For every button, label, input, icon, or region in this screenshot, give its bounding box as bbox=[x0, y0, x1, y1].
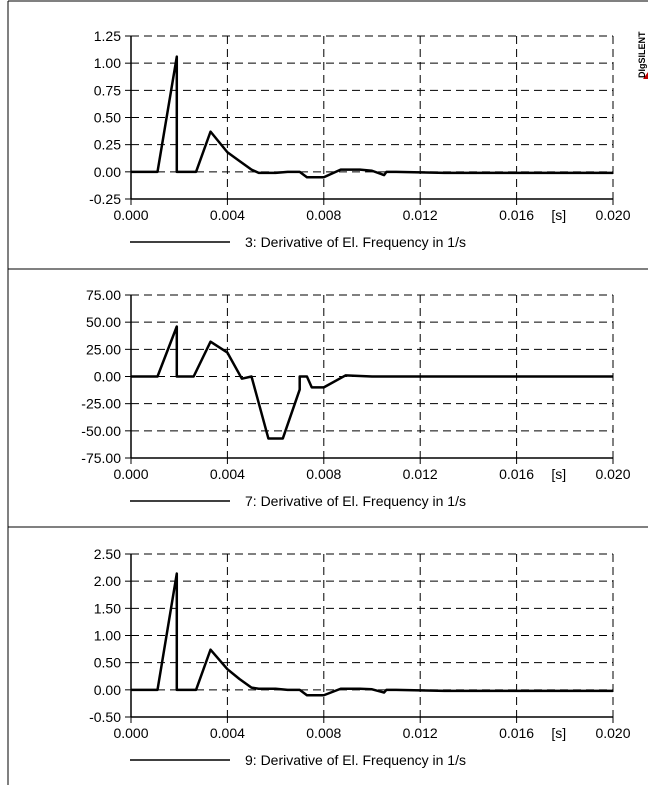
y-tick-label: 25.00 bbox=[86, 341, 121, 357]
x-tick-label: 0.012 bbox=[403, 725, 438, 741]
x-tick-label: 0.008 bbox=[306, 725, 341, 741]
y-tick-label: 0.00 bbox=[94, 164, 121, 180]
y-tick-label: 50.00 bbox=[86, 314, 121, 330]
brand-logo-mark bbox=[643, 72, 648, 79]
x-tick-label: 0.016 bbox=[499, 466, 534, 482]
x-tick-label: 0.008 bbox=[306, 466, 341, 482]
x-tick-label: 0.012 bbox=[403, 466, 438, 482]
x-tick-label: 0.000 bbox=[113, 725, 148, 741]
x-unit-label: [s] bbox=[551, 725, 566, 741]
y-tick-label: 75.00 bbox=[86, 287, 121, 303]
legend-label: 9: Derivative of El. Frequency in 1/s bbox=[245, 752, 466, 768]
y-tick-label: 0.25 bbox=[94, 137, 121, 153]
y-tick-label: 0.00 bbox=[94, 369, 121, 385]
brand-logo: DIgSILENT bbox=[637, 31, 648, 79]
x-tick-label: 0.004 bbox=[210, 725, 245, 741]
y-tick-label: 0.50 bbox=[94, 655, 121, 671]
x-tick-label: 0.020 bbox=[595, 725, 630, 741]
x-unit-label: [s] bbox=[551, 207, 566, 223]
x-tick-label: 0.008 bbox=[306, 207, 341, 223]
x-tick-label: 0.016 bbox=[499, 725, 534, 741]
x-tick-label: 0.004 bbox=[210, 466, 245, 482]
x-tick-label: 0.004 bbox=[210, 207, 245, 223]
series-line bbox=[131, 325, 613, 440]
chart-panel-2: 75.0050.0025.000.00-25.00-50.00-75.000.0… bbox=[81, 287, 630, 509]
y-tick-label: 0.50 bbox=[94, 110, 121, 126]
x-tick-label: 0.000 bbox=[113, 207, 148, 223]
y-tick-label: 0.00 bbox=[94, 682, 121, 698]
y-tick-label: -25.00 bbox=[81, 396, 121, 412]
y-tick-label: -0.50 bbox=[89, 709, 121, 725]
series-line bbox=[131, 572, 613, 697]
x-tick-label: 0.020 bbox=[595, 207, 630, 223]
y-tick-label: -0.25 bbox=[89, 191, 121, 207]
x-tick-label: 0.012 bbox=[403, 207, 438, 223]
y-tick-label: 1.00 bbox=[94, 55, 121, 71]
x-tick-label: 0.000 bbox=[113, 466, 148, 482]
x-unit-label: [s] bbox=[551, 466, 566, 482]
y-tick-label: -75.00 bbox=[81, 450, 121, 466]
legend-label: 3: Derivative of El. Frequency in 1/s bbox=[245, 234, 466, 250]
y-tick-label: -50.00 bbox=[81, 423, 121, 439]
x-tick-label: 0.020 bbox=[595, 466, 630, 482]
legend-label: 7: Derivative of El. Frequency in 1/s bbox=[245, 493, 466, 509]
brand-logo-text: DIgSILENT bbox=[637, 31, 647, 78]
y-tick-label: 1.00 bbox=[94, 628, 121, 644]
chart-panel-1: 1.25 1.00 0.75 0.50 0.25 0.00 -0.250.000 0.004 0… bbox=[89, 28, 631, 250]
chart-panels: 1.251.000.750.500.250.00-0.250.000 0.004 0… bbox=[81, 28, 630, 768]
chart-panel-3: 2.50 2.00 1.50 1.00 0.50 0.00 -0.500.000 0.004 0… bbox=[89, 546, 631, 768]
y-tick-label: 2.50 bbox=[94, 546, 121, 562]
y-tick-label: 1.50 bbox=[94, 600, 121, 616]
series-line bbox=[131, 55, 613, 179]
x-tick-label: 0.016 bbox=[499, 207, 534, 223]
y-tick-label: 2.00 bbox=[94, 573, 121, 589]
y-tick-label: 0.75 bbox=[94, 82, 121, 98]
y-tick-label: 1.25 bbox=[94, 28, 121, 44]
